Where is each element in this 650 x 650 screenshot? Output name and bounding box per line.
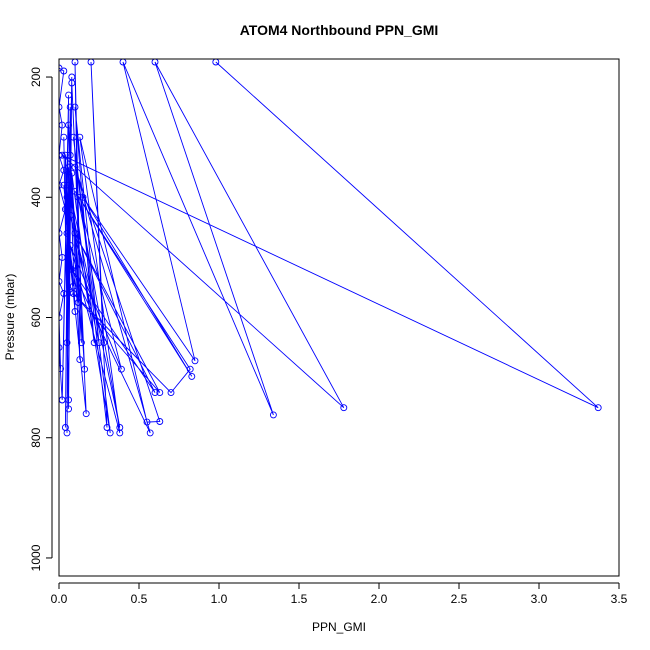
data-point bbox=[116, 429, 124, 437]
data-point bbox=[66, 288, 74, 296]
data-point bbox=[66, 103, 74, 111]
data-point bbox=[340, 404, 348, 412]
data-point bbox=[95, 339, 103, 347]
data-point bbox=[81, 365, 89, 373]
data-point bbox=[59, 229, 63, 237]
data-point bbox=[63, 429, 71, 437]
data-point bbox=[59, 64, 63, 72]
data-point bbox=[66, 211, 74, 219]
data-point bbox=[106, 429, 114, 437]
data-point bbox=[167, 389, 175, 397]
data-point bbox=[191, 357, 199, 365]
x-tick-label: 0.5 bbox=[131, 592, 148, 606]
data-point bbox=[59, 181, 63, 189]
data-point bbox=[69, 282, 77, 290]
data-point bbox=[60, 181, 68, 189]
data-point bbox=[59, 103, 63, 111]
data-point bbox=[71, 308, 79, 315]
data-point bbox=[156, 418, 164, 425]
data-point bbox=[74, 299, 82, 306]
data-point bbox=[117, 365, 125, 373]
data-point bbox=[65, 181, 73, 189]
data-point bbox=[116, 424, 124, 431]
data-point bbox=[71, 103, 79, 111]
data-point bbox=[60, 290, 68, 297]
data-point bbox=[146, 429, 154, 437]
data-point bbox=[71, 229, 79, 237]
x-tick-label: 1.5 bbox=[291, 592, 308, 606]
data-point bbox=[76, 356, 84, 364]
data-point bbox=[188, 372, 196, 380]
x-tick-label: 1.0 bbox=[211, 592, 228, 606]
data-point bbox=[68, 169, 76, 177]
y-tick-label: 600 bbox=[29, 307, 43, 327]
series-line bbox=[59, 61, 599, 434]
data-point bbox=[65, 91, 73, 99]
data-point bbox=[65, 121, 73, 129]
x-axis-title: PPN_GMI bbox=[312, 620, 366, 634]
data-point bbox=[69, 290, 77, 297]
data-point bbox=[63, 193, 71, 201]
y-axis-title: Pressure (mbar) bbox=[3, 274, 17, 361]
data-point bbox=[71, 187, 79, 195]
data-point bbox=[59, 365, 65, 373]
data-point bbox=[186, 365, 194, 373]
data-point bbox=[66, 151, 74, 159]
data-point bbox=[61, 151, 69, 159]
data-point bbox=[594, 404, 602, 412]
data-point bbox=[77, 339, 85, 347]
data-point bbox=[65, 405, 73, 413]
data-point bbox=[59, 344, 63, 352]
x-tick-label: 0.0 bbox=[51, 592, 68, 606]
data-point bbox=[87, 59, 95, 66]
data-point bbox=[119, 59, 127, 66]
data-point bbox=[156, 389, 164, 397]
data-point bbox=[151, 389, 159, 397]
data-point bbox=[143, 418, 151, 426]
data-point bbox=[63, 205, 71, 213]
x-tick-label: 3.0 bbox=[531, 592, 548, 606]
y-tick-label: 200 bbox=[29, 67, 43, 87]
data-point bbox=[79, 193, 87, 201]
data-point bbox=[74, 193, 82, 201]
x-tick-label: 3.5 bbox=[611, 592, 628, 606]
y-axis: 200 400 600 800 1000 bbox=[29, 67, 53, 571]
data-point bbox=[60, 166, 68, 174]
data-point bbox=[151, 59, 159, 66]
data-point bbox=[212, 59, 220, 66]
data-point bbox=[68, 265, 76, 273]
data-point bbox=[60, 67, 68, 75]
data-point bbox=[59, 277, 63, 285]
data-point bbox=[68, 79, 76, 87]
data-point bbox=[63, 339, 71, 347]
data-point bbox=[90, 339, 98, 347]
y-tick-label: 400 bbox=[29, 187, 43, 207]
data-point bbox=[269, 411, 277, 419]
plot-frame bbox=[58, 58, 620, 577]
x-tick-label: 2.5 bbox=[451, 592, 468, 606]
data-point bbox=[65, 396, 73, 404]
y-tick-label: 800 bbox=[29, 427, 43, 447]
data-point bbox=[103, 424, 111, 431]
data-point bbox=[60, 133, 68, 141]
data-point bbox=[66, 241, 74, 249]
plot-region bbox=[59, 59, 602, 437]
data-point bbox=[100, 339, 108, 347]
x-tick-label: 2.0 bbox=[371, 592, 388, 606]
data-point bbox=[59, 314, 63, 321]
chart-title: ATOM4 Northbound PPN_GMI bbox=[240, 22, 439, 38]
data-point bbox=[76, 133, 84, 141]
data-point bbox=[63, 229, 71, 237]
data-point bbox=[82, 410, 90, 418]
x-axis: 0.0 0.5 1.0 1.5 2.0 2.5 3.0 3.5 bbox=[51, 582, 628, 606]
y-tick-label: 1000 bbox=[29, 544, 43, 571]
data-point bbox=[71, 163, 79, 171]
data-point bbox=[71, 59, 79, 66]
